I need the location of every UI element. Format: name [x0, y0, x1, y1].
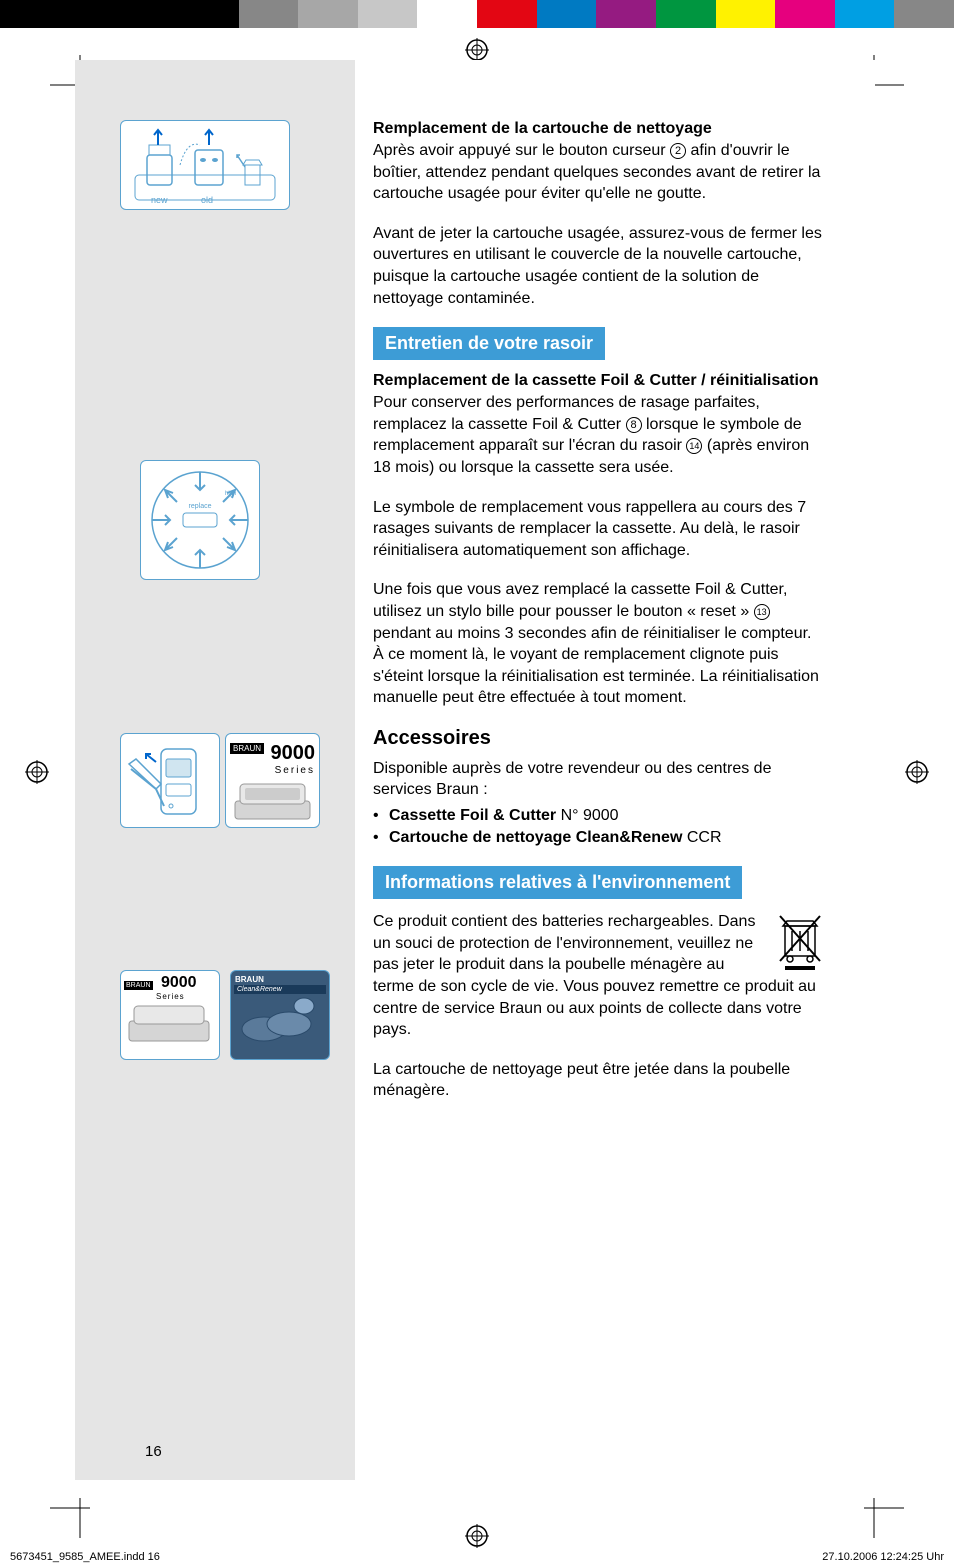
heading-foil-cutter: Remplacement de la cassette Foil & Cutte…	[373, 372, 825, 390]
svg-text:replace: replace	[189, 503, 212, 510]
registration-mark-right	[905, 760, 929, 784]
heading-replacement-cartridge: Remplacement de la cartouche de nettoyag…	[373, 120, 825, 138]
text-s1-p2: Avant de jeter la cartouche usagée, assu…	[373, 223, 825, 309]
text-s4-p1: Ce produit contient des batteries rechar…	[373, 911, 825, 1041]
text-column: Remplacement de la cartouche de nettoyag…	[355, 60, 875, 1480]
text-s3-p1: Disponible auprès de votre revendeur ou …	[373, 758, 825, 801]
list-item: Cassette Foil & Cutter N° 9000	[373, 805, 825, 827]
page-content: new old replace high	[75, 60, 875, 1480]
illus-replace-dial: replace high	[140, 460, 260, 580]
crop-mark-bl	[50, 1478, 110, 1538]
weee-icon	[775, 911, 825, 971]
text-s2-p1: Pour conserver des performances de rasag…	[373, 392, 825, 478]
band-environnement: Informations relatives à l'environnement	[373, 866, 742, 899]
text-s2-p2: Le symbole de remplacement vous rappelle…	[373, 497, 825, 562]
illus-reset-pen: BRAUN 9000 Series	[120, 730, 320, 830]
text-s2-p3: Une fois que vous avez remplacé la casse…	[373, 579, 825, 709]
illus-series: Series	[230, 765, 315, 776]
text-s1-p1: Après avoir appuyé sur le bouton curseur…	[373, 140, 825, 205]
illus-cartridge-swap: new old	[120, 120, 290, 210]
illus-label-old: old	[201, 195, 213, 205]
footer-timestamp: 27.10.2006 12:24:25 Uhr	[822, 1551, 944, 1563]
illus-label-new: new	[151, 195, 168, 205]
svg-text:high: high	[225, 491, 236, 497]
illus-box-9000: BRAUN 9000 Series	[120, 970, 220, 1060]
illus-accessories: BRAUN 9000 Series BRAUN Clean&Renew	[120, 970, 340, 1100]
illus-box-ccr: BRAUN Clean&Renew	[230, 970, 330, 1060]
color-calibration-bar	[0, 0, 954, 28]
band-entretien: Entretien de votre rasoir	[373, 327, 605, 360]
footer-filename: 5673451_9585_AMEE.indd 16	[10, 1551, 160, 1563]
registration-mark-bottom	[465, 1524, 489, 1548]
illustrations-column: new old replace high	[75, 60, 355, 1480]
registration-mark-left	[25, 760, 49, 784]
heading-accessoires: Accessoires	[373, 727, 825, 750]
text-s4-p2: La cartouche de nettoyage peut être jeté…	[373, 1059, 825, 1102]
list-item: Cartouche de nettoyage Clean&Renew CCR	[373, 827, 825, 849]
page-number: 16	[145, 1443, 162, 1460]
registration-mark-top	[465, 38, 489, 62]
accessories-list: Cassette Foil & Cutter N° 9000 Cartouche…	[373, 805, 825, 848]
illus-braun-logo: BRAUN	[230, 743, 264, 754]
crop-mark-br	[844, 1478, 904, 1538]
